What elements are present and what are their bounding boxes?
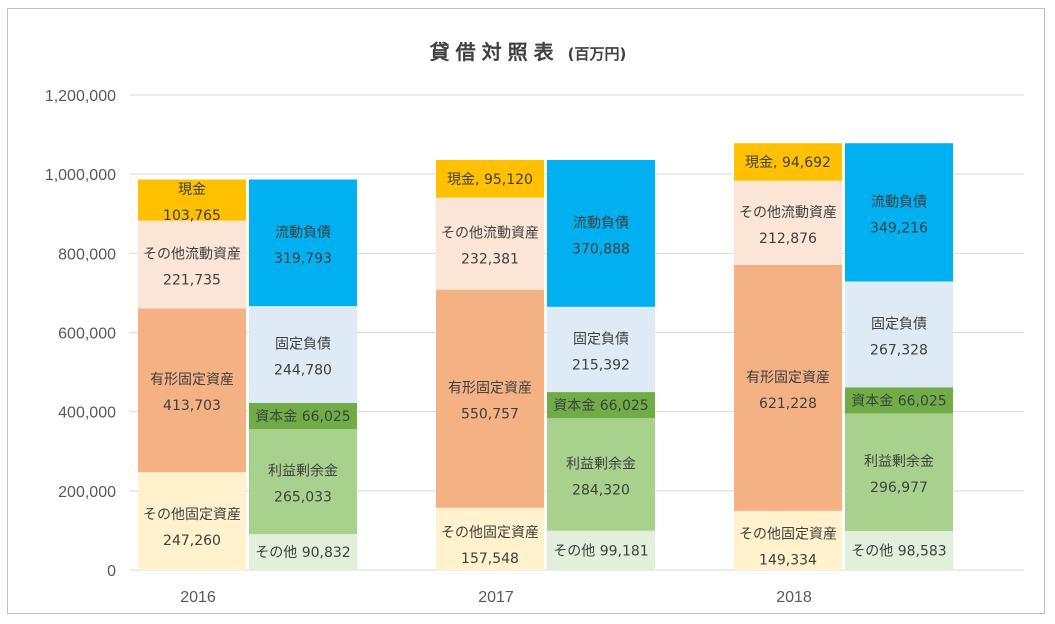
- segment-labels: その他固定資産 247,260 有形固定資産 413,703 その他流動資産 221,73…: [143, 155, 947, 568]
- bar-segment: [249, 179, 357, 307]
- chart-title: 貸借対照表 (百万円): [429, 40, 627, 64]
- chart-frame: 貸借対照表 (百万円) 0 200,000 400,000 600,000 800,00…: [7, 8, 1045, 614]
- segment-name-label: 流動負債: [573, 215, 629, 231]
- y-tick-label: 600,000: [58, 326, 116, 343]
- segment-value-label: 149,334: [759, 552, 817, 568]
- y-axis-ticks: 0 200,000 400,000 600,000 800,000 1,000,000 1,…: [45, 88, 116, 580]
- segment-value-label: 370,888: [572, 241, 630, 257]
- segment-label: 資本金 66,025: [851, 393, 946, 409]
- chart-title-unit: (百万円): [568, 45, 627, 63]
- y-tick-label: 200,000: [58, 484, 116, 501]
- segment-name-label: 利益剰余金: [268, 463, 338, 480]
- bar-segment: [845, 281, 953, 388]
- segment-value-label: 221,735: [163, 272, 221, 288]
- segment-value-label: 267,328: [870, 342, 928, 358]
- segment-value-label: 212,876: [759, 231, 817, 247]
- segment-value-label: 550,757: [461, 407, 519, 423]
- segment-value-label: 413,703: [163, 398, 221, 414]
- segment-name-label: その他固定資産: [739, 526, 837, 542]
- segment-name-label: 流動負債: [871, 194, 927, 210]
- balance-sheet-chart: 貸借対照表 (百万円) 0 200,000 400,000 600,000 800,00…: [45, 40, 1024, 606]
- bar-segment: [436, 289, 544, 508]
- bar-segment: [436, 507, 544, 570]
- bar-segment: [138, 472, 246, 570]
- bar-segment: [845, 530, 953, 570]
- segment-name-label: 固定負債: [871, 316, 927, 332]
- bar-segment: [249, 306, 357, 404]
- bar-segment: [734, 510, 842, 570]
- x-tick-label: 2016: [180, 589, 216, 606]
- bar-segment: [249, 429, 357, 535]
- segment-name-label: その他流動資産: [143, 246, 241, 262]
- segment-value-label: 244,780: [274, 363, 332, 379]
- x-tick-label: 2018: [776, 589, 812, 606]
- segment-label: その他 90,832: [255, 545, 350, 561]
- segment-value-label: 215,392: [572, 357, 630, 373]
- segment-name-label: 固定負債: [573, 331, 629, 347]
- segment-label: 現金, 95,120: [447, 172, 533, 188]
- segment-value-label: 349,216: [870, 220, 928, 236]
- bar-segment: [138, 220, 246, 309]
- segment-value-label: 265,033: [274, 490, 332, 506]
- bar-segment: [249, 403, 357, 430]
- bar-segment: [845, 413, 953, 531]
- segment-name-label: その他流動資産: [739, 205, 837, 221]
- y-tick-label: 800,000: [58, 246, 116, 263]
- bar-segment: [547, 392, 655, 419]
- bar-segment: [436, 197, 544, 290]
- segment-label: 資本金 66,025: [255, 409, 350, 425]
- segment-name-label: 有形固定資産: [150, 372, 234, 388]
- segment-name-label: 固定負債: [275, 337, 331, 353]
- bar-segment: [845, 143, 953, 282]
- segment-value-label: 247,260: [163, 533, 221, 549]
- bar-segment: [547, 530, 655, 570]
- bar-segment: [138, 308, 246, 473]
- bar-segment: [249, 534, 357, 570]
- bar-segment: [547, 306, 655, 393]
- y-tick-label: 400,000: [58, 405, 116, 422]
- segment-name-label: 有形固定資産: [448, 381, 532, 397]
- segment-value-label: 157,548: [461, 551, 519, 567]
- bars: [138, 143, 953, 570]
- segment-label: その他 98,583: [851, 543, 946, 559]
- bar-segment: [138, 179, 246, 221]
- segment-name-label: 利益剰余金: [566, 455, 636, 472]
- segment-name-label: 有形固定資産: [746, 370, 830, 386]
- segment-name-label: その他流動資産: [441, 226, 539, 242]
- segment-value-label: 103,765: [163, 208, 221, 224]
- segment-value-label: 232,381: [461, 252, 519, 268]
- y-tick-label: 0: [107, 563, 116, 580]
- segment-label: 資本金 66,025: [553, 398, 648, 414]
- bar-segment: [845, 387, 953, 414]
- bar-segment: [547, 159, 655, 307]
- segment-value-label: 319,793: [274, 251, 332, 267]
- x-tick-label: 2017: [478, 589, 514, 606]
- segment-name-label: 流動負債: [275, 225, 331, 241]
- bar-segment: [734, 180, 842, 265]
- segment-label: その他 99,181: [553, 543, 648, 559]
- segment-value-label: 284,320: [572, 482, 630, 498]
- segment-name-label: 利益剰余金: [864, 453, 934, 470]
- x-axis-ticks: 2016 2017 2018: [180, 589, 812, 606]
- bar-segment: [734, 264, 842, 511]
- segment-name-label: その他固定資産: [143, 507, 241, 523]
- bar-segment: [734, 143, 842, 181]
- segment-label: 現金, 94,692: [745, 155, 831, 171]
- bar-segment: [547, 418, 655, 531]
- segment-name-label: その他固定資産: [441, 525, 539, 541]
- bar-segment: [436, 159, 544, 198]
- chart-title-main: 貸借対照表: [429, 40, 560, 64]
- segment-value-label: 296,977: [870, 480, 928, 496]
- segment-name-label: 現金: [178, 182, 206, 198]
- y-tick-label: 1,200,000: [45, 88, 116, 105]
- y-tick-label: 1,000,000: [45, 167, 116, 184]
- segment-value-label: 621,228: [759, 396, 817, 412]
